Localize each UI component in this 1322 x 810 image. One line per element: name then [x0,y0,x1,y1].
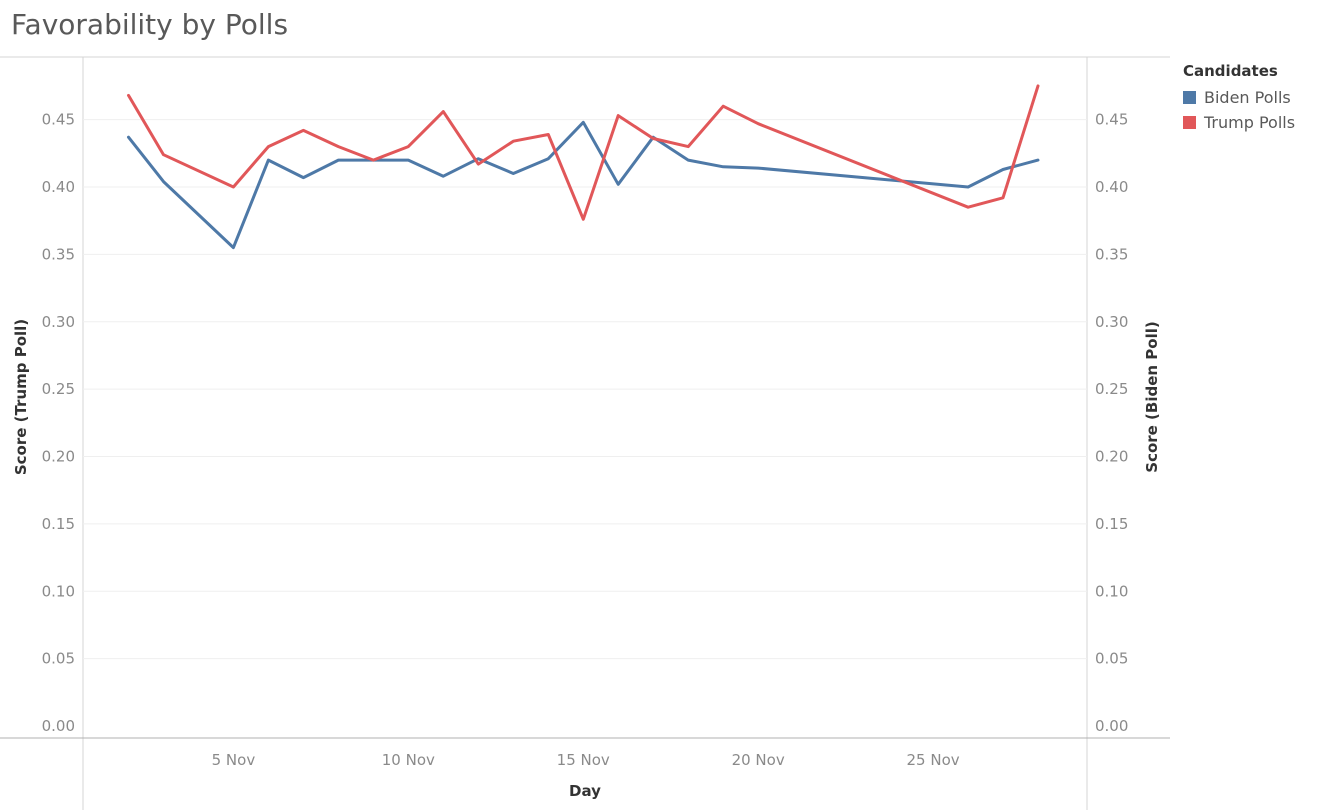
right-tick-label: 0.35 [1095,245,1128,263]
left-tick-label: 0.35 [42,245,75,263]
series-lines [127,84,1040,250]
legend-swatch-trump [1183,116,1196,129]
chart-title: Favorability by Polls [11,8,289,41]
left-tick-label: 0.20 [42,448,75,466]
legend-label-trump: Trump Polls [1204,113,1296,132]
legend: Candidates Biden Polls Trump Polls [1183,62,1295,135]
right-tick-label: 0.40 [1095,178,1128,196]
x-tick-label: 15 Nov [557,751,610,769]
left-tick-label: 0.05 [42,650,75,668]
series-line-trump-polls [127,84,1040,221]
left-tick-label: 0.15 [42,515,75,533]
legend-label-biden: Biden Polls [1204,88,1291,107]
left-tick-label: 0.25 [42,380,75,398]
right-axis-ticks: 0.00 0.05 0.10 0.15 0.20 0.25 0.30 0.35 0.40 0.45 [1095,111,1128,735]
right-tick-label: 0.05 [1095,650,1128,668]
x-axis-title: Day [569,782,601,800]
left-axis-title: Score (Trump Poll) [12,319,30,475]
x-tick-label: 10 Nov [382,751,435,769]
x-axis-ticks: 5 Nov 10 Nov 15 Nov 20 Nov 25 Nov [212,751,960,769]
right-tick-label: 0.15 [1095,515,1128,533]
x-tick-label: 25 Nov [907,751,960,769]
legend-title: Candidates [1183,62,1278,80]
right-tick-label: 0.25 [1095,380,1128,398]
left-tick-label: 0.40 [42,178,75,196]
gridlines [83,119,1087,660]
left-tick-label: 0.00 [42,717,75,735]
legend-item-biden[interactable]: Biden Polls [1183,85,1295,110]
chart-frame [0,56,1170,810]
right-tick-label: 0.20 [1095,448,1128,466]
right-tick-label: 0.45 [1095,111,1128,129]
x-tick-label: 20 Nov [732,751,785,769]
x-tick-label: 5 Nov [212,751,256,769]
left-axis-ticks: 0.00 0.05 0.10 0.15 0.20 0.25 0.30 0.35 0.40 0.45 [42,111,75,735]
right-tick-label: 0.30 [1095,313,1128,331]
legend-swatch-biden [1183,91,1196,104]
right-tick-label: 0.10 [1095,582,1128,600]
left-tick-label: 0.30 [42,313,75,331]
legend-item-trump[interactable]: Trump Polls [1183,110,1295,135]
right-axis-title: Score (Biden Poll) [1143,321,1161,472]
left-tick-label: 0.45 [42,111,75,129]
left-tick-label: 0.10 [42,582,75,600]
series-line-biden-polls [127,120,1040,250]
right-tick-label: 0.00 [1095,717,1128,735]
